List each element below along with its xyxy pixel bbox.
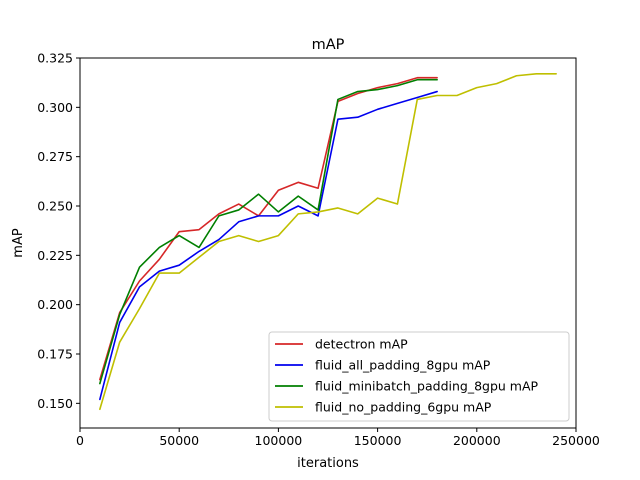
y-tick-label: 0.225 [37,248,73,263]
y-tick-label: 0.300 [37,100,73,115]
plot-lines [99,72,557,411]
y-tick-label: 0.150 [37,396,73,411]
y-axis-label: mAP [11,228,26,258]
legend-label-4: fluid_no_padding_6gpu mAP [315,400,492,415]
x-tick-label: 0 [76,433,84,448]
y-tick-label: 0.200 [37,297,73,312]
legend-label-3: fluid_minibatch_padding_8gpu mAP [315,379,539,394]
series-line-4 [99,72,557,411]
y-tick-label: 0.250 [37,199,73,214]
y-tick-label: 0.175 [37,347,73,362]
x-tick-label: 100000 [255,433,303,448]
series-line-2 [99,90,438,401]
x-axis-ticks: 0 50000 100000 150000 200000 250000 [76,428,600,448]
y-tick-label: 0.325 [37,51,73,66]
x-tick-label: 250000 [552,433,600,448]
y-tick-label: 0.275 [37,149,73,164]
series-line-3 [99,78,438,385]
plot-frame [79,57,577,429]
legend-label-1: detectron mAP [315,337,408,352]
chart-title: mAP [312,37,345,53]
x-tick-label: 150000 [354,433,402,448]
x-axis-label: iterations [297,456,359,471]
legend-label-2: fluid_all_padding_8gpu mAP [315,358,491,373]
legend-box [268,331,570,422]
x-tick-label: 200000 [453,433,501,448]
legend: detectron mAP fluid_all_padding_8gpu mAP f… [268,331,570,422]
y-axis-ticks: 0.150 0.175 0.200 0.225 0.250 0.275 0.300 0.325 [37,51,80,411]
x-tick-label: 50000 [159,433,199,448]
